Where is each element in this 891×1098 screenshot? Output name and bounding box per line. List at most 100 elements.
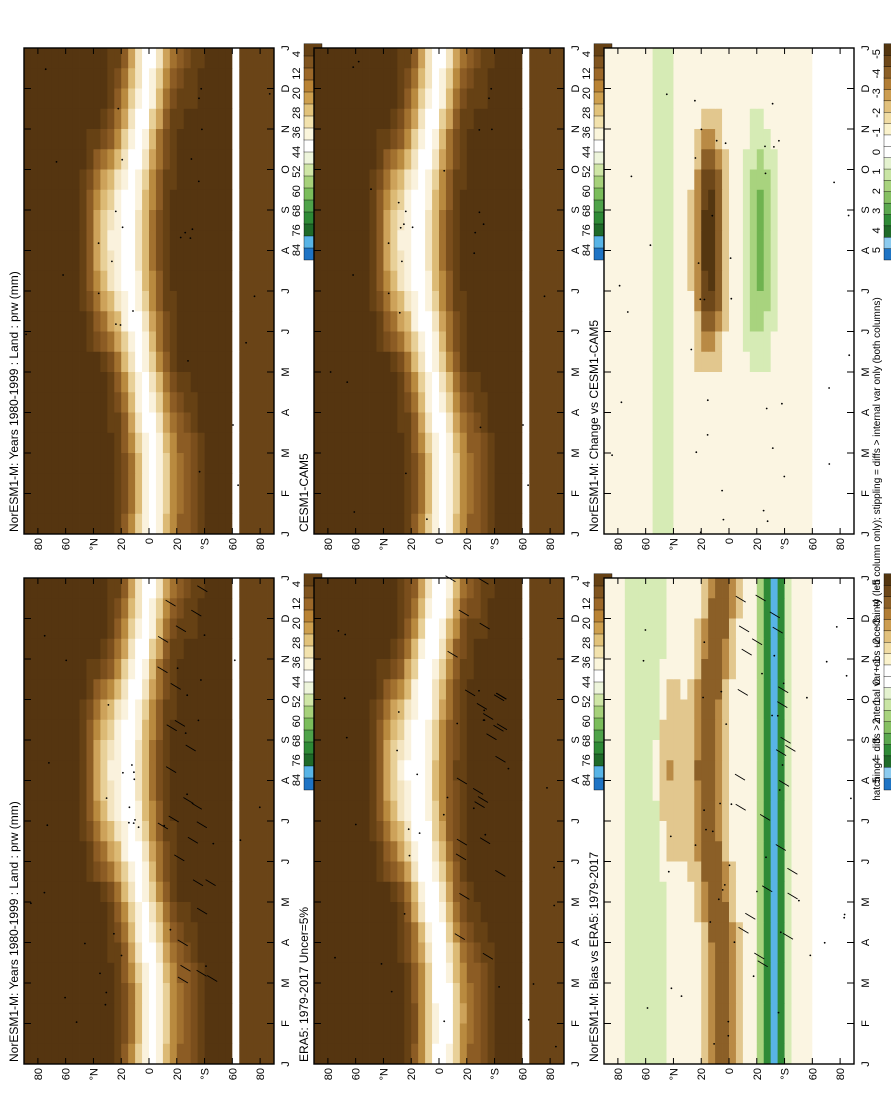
heatmap-cell — [729, 820, 737, 842]
heatmap-cell — [722, 962, 730, 983]
heatmap-cell — [411, 351, 419, 372]
heatmap-cell — [93, 169, 101, 190]
heatmap-cell — [452, 820, 461, 842]
heatmap-cell — [114, 310, 122, 332]
heatmap-cell — [260, 148, 268, 170]
heatmap-cell — [190, 67, 199, 89]
heatmap-cell — [473, 371, 482, 393]
heatmap-cell — [397, 618, 405, 639]
heatmap-cell — [355, 820, 364, 842]
heatmap-cell — [362, 148, 370, 170]
heatmap-cell — [100, 982, 108, 1004]
heatmap-cell — [334, 47, 343, 69]
heatmap-cell — [107, 371, 115, 393]
heatmap-cell — [439, 800, 447, 821]
heatmap-cell — [327, 209, 336, 231]
heatmap-cell — [557, 901, 565, 923]
heatmap-cell — [65, 881, 74, 902]
heatmap-cell — [86, 331, 94, 352]
heatmap-cell — [149, 739, 157, 761]
heatmap-cell — [348, 250, 357, 271]
heatmap-cell — [225, 148, 233, 170]
heatmap-cell — [411, 371, 419, 393]
heatmap-cell — [473, 618, 482, 639]
heatmap-cell — [320, 47, 329, 69]
heatmap-cell — [459, 513, 468, 534]
stipple-dot — [184, 732, 187, 734]
heatmap-cell — [397, 250, 405, 271]
heatmap-cell — [51, 820, 60, 842]
heatmap-cell — [369, 638, 377, 659]
heatmap-cell — [550, 229, 558, 251]
heatmap-cell — [501, 699, 509, 720]
heatmap-cell — [390, 371, 398, 393]
heatmap-cell — [355, 331, 364, 352]
heatmap-cell — [267, 351, 275, 372]
heatmap-cell — [543, 148, 551, 170]
heatmap-cell — [128, 678, 136, 700]
heatmap-cell — [557, 452, 565, 474]
heatmap-cell — [452, 452, 461, 474]
heatmap-cell — [197, 901, 205, 923]
heatmap-cell — [805, 942, 813, 963]
heatmap-cell — [190, 699, 199, 720]
heatmap-cell — [267, 209, 275, 231]
heatmap-cell — [694, 800, 702, 821]
heatmap-cell — [383, 290, 391, 312]
heatmap-cell — [819, 1023, 827, 1044]
heatmap-cell — [246, 921, 254, 943]
colorbar-label: 20 — [291, 617, 303, 629]
stipple-dot — [128, 806, 131, 809]
heatmap-cell — [480, 820, 489, 842]
heatmap-cell — [487, 780, 495, 801]
hatch-line — [177, 976, 189, 984]
stipple-dot — [390, 990, 393, 993]
stipple-dot — [411, 226, 414, 229]
heatmap-cell — [362, 699, 370, 720]
stipple-dot — [721, 888, 724, 891]
heatmap-cell — [260, 250, 268, 271]
heatmap-cell — [142, 47, 150, 69]
heatmap-cell — [79, 1043, 87, 1064]
heatmap-cell — [72, 513, 80, 534]
heatmap-cell — [645, 678, 654, 700]
heatmap-cell — [142, 921, 150, 943]
heatmap-cell — [708, 901, 716, 923]
hatch-line — [777, 686, 789, 694]
stipple-dot — [711, 830, 714, 833]
colorbar-label: 4 — [581, 581, 593, 587]
heatmap-cell — [246, 148, 254, 170]
heatmap-cell — [411, 412, 419, 433]
heatmap-cell — [114, 820, 122, 842]
heatmap-cell — [666, 820, 674, 842]
heatmap-cell — [791, 739, 799, 761]
heatmap-cell — [72, 351, 80, 372]
heatmap-cell — [128, 942, 136, 963]
stipple-dot — [474, 231, 477, 234]
heatmap-cell — [58, 229, 67, 251]
heatmap-cell — [487, 921, 495, 943]
heatmap-cell — [355, 169, 364, 190]
heatmap-cell — [260, 982, 268, 1004]
heatmap-cell — [432, 331, 440, 352]
heatmap-cell — [114, 189, 122, 210]
heatmap-cell — [121, 921, 129, 943]
heatmap-cell — [847, 597, 855, 619]
heatmap-cell — [107, 250, 115, 271]
heatmap-cell — [466, 658, 475, 680]
stipple-dot — [133, 771, 135, 774]
lat-tick-label: 20 — [406, 1068, 418, 1080]
heatmap-cell — [135, 290, 143, 312]
stipple-dot — [401, 260, 403, 263]
heatmap-cell — [232, 759, 240, 781]
heatmap-cell — [362, 1023, 370, 1044]
colorbar-label: 68 — [291, 205, 303, 217]
heatmap-cell — [445, 1043, 454, 1064]
heatmap-cell — [44, 861, 53, 882]
heatmap-cell — [86, 88, 94, 109]
heatmap-cell — [253, 719, 261, 740]
heatmap-cell — [439, 982, 447, 1004]
heatmap-cell — [218, 638, 226, 659]
heatmap-cell — [100, 759, 108, 781]
month-tick-label: J — [570, 329, 582, 335]
